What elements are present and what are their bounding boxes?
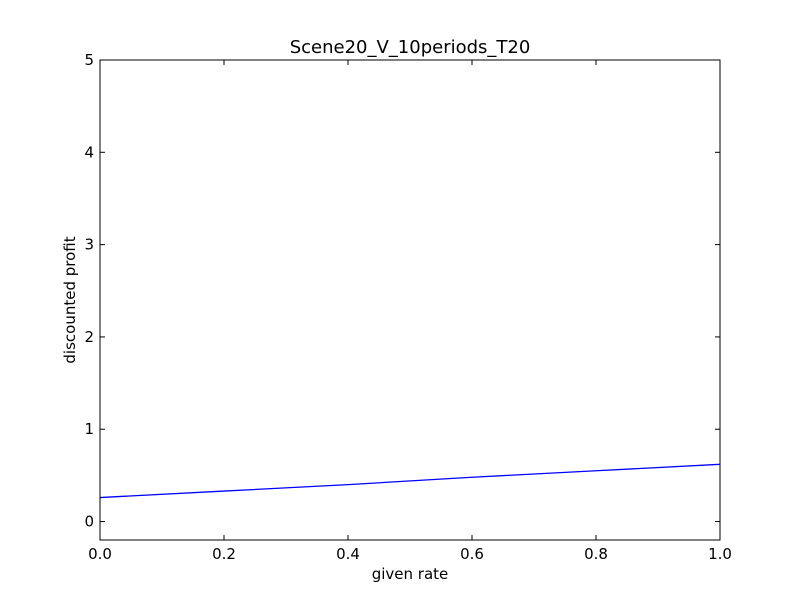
y-tick-label: 5: [84, 51, 94, 69]
y-tick-label: 0: [84, 513, 94, 531]
y-tick-label: 1: [84, 420, 94, 438]
x-axis-label: given rate: [372, 565, 449, 583]
y-tick-label: 3: [84, 236, 94, 254]
series-line-0: [99, 463, 721, 499]
y-tick-label: 4: [84, 143, 94, 161]
y-axis-label: discounted profit: [61, 236, 79, 363]
plot-area: [99, 463, 721, 499]
y-tick-label: 2: [84, 328, 94, 346]
x-tick-label: 0.6: [460, 545, 484, 563]
x-tick-label: 0.0: [88, 545, 112, 563]
axis-ticks: 0.0 0.2 0.4 0.6 0.8 1.0 0 1 2 3 4 5: [84, 51, 731, 563]
x-tick-label: 0.8: [584, 545, 608, 563]
x-tick-label: 0.2: [212, 545, 236, 563]
plot-frame: [99, 59, 721, 541]
chart-title: Scene20_V_10periods_T20: [290, 37, 531, 58]
x-tick-label: 0.4: [336, 545, 360, 563]
x-tick-label: 1.0: [708, 545, 732, 563]
